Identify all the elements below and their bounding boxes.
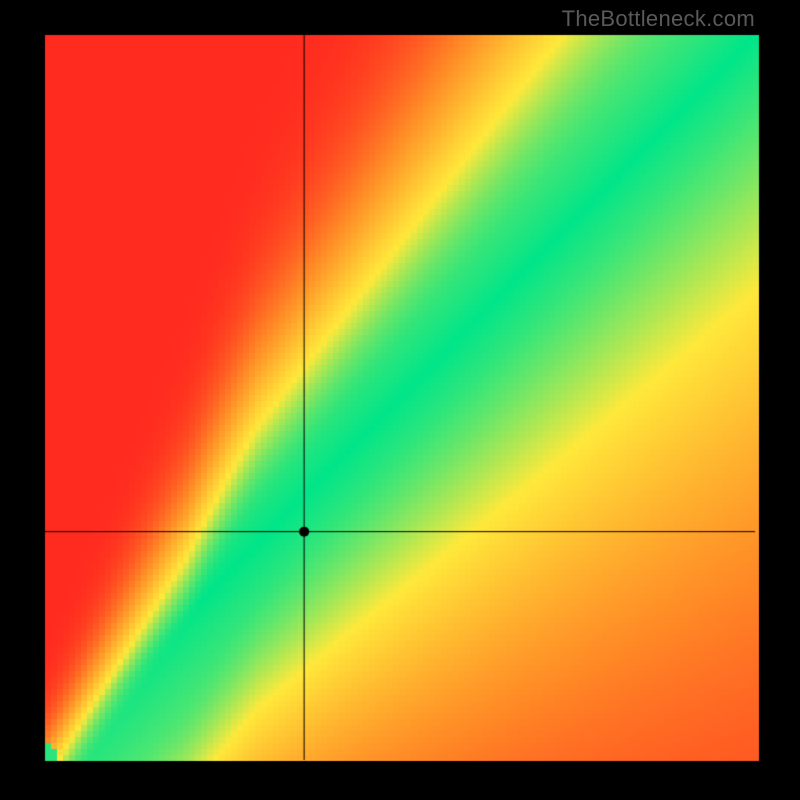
heatmap-canvas [0,0,800,800]
watermark-text: TheBottleneck.com [562,6,755,32]
chart-container: TheBottleneck.com [0,0,800,800]
